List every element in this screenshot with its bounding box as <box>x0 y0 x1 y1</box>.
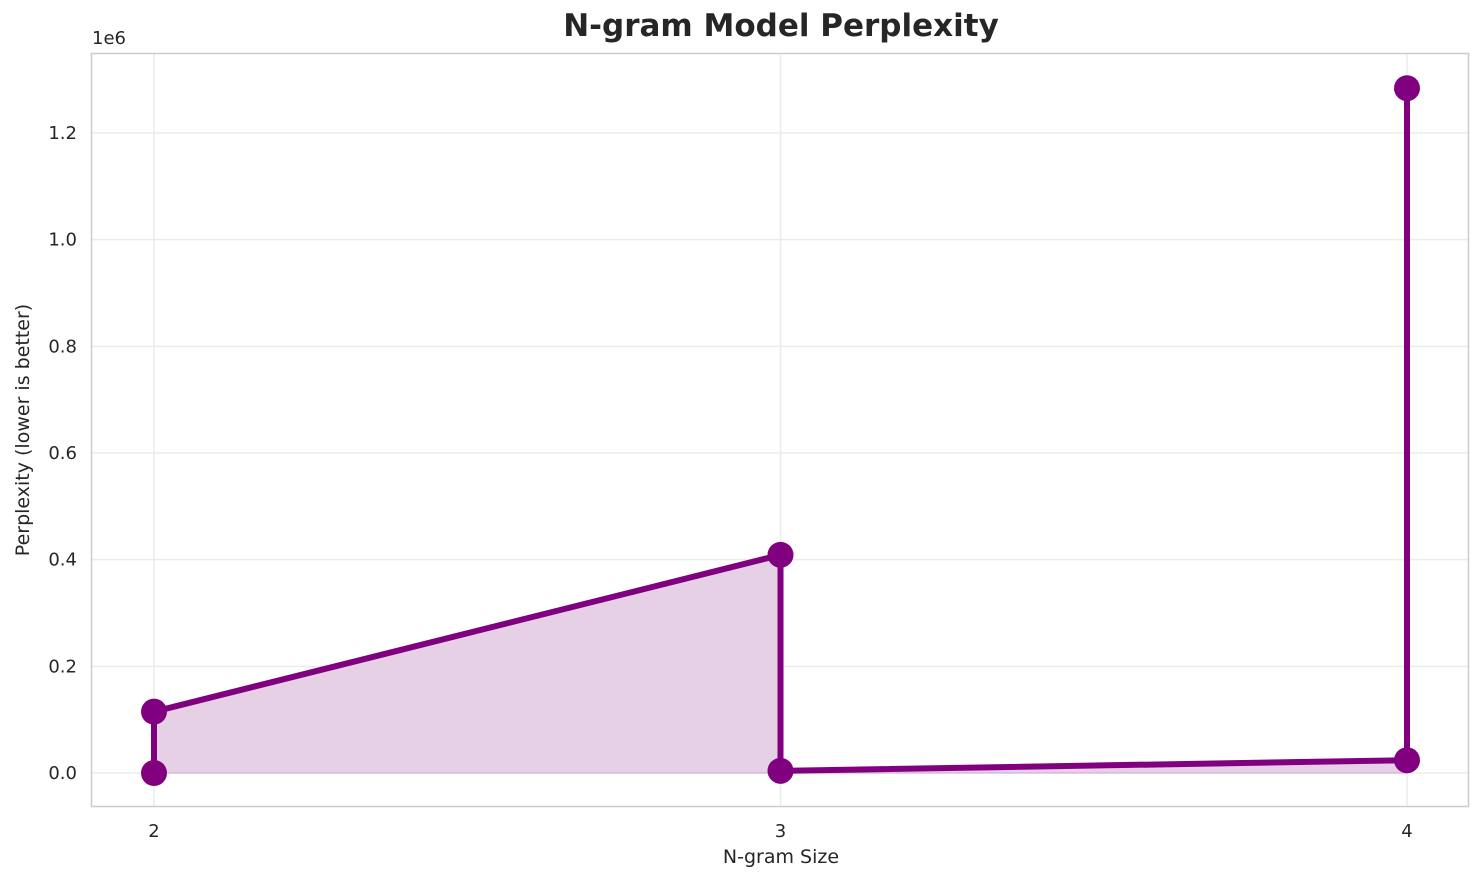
data-markers <box>141 75 1420 786</box>
x-tick-label: 2 <box>148 821 159 842</box>
y-tick-label: 0.2 <box>48 656 77 677</box>
y-tick-label: 0.0 <box>48 763 77 784</box>
y-tick-label: 0.8 <box>48 336 77 357</box>
data-point-marker <box>141 760 167 786</box>
data-point-marker <box>1394 75 1420 102</box>
y-tick-label: 0.6 <box>48 443 77 464</box>
x-axis-label: N-gram Size <box>722 846 840 868</box>
data-point-marker <box>767 541 794 568</box>
data-point-marker <box>141 698 167 725</box>
y-tick-label: 1.2 <box>48 123 77 144</box>
y-tick-label: 0.4 <box>48 550 77 571</box>
data-point-marker <box>1394 747 1420 774</box>
chart-title: N-gram Model Perplexity <box>563 8 999 44</box>
x-tick-label: 3 <box>775 821 786 842</box>
y-tick-label: 1.0 <box>48 230 77 251</box>
axes-frame <box>90 52 1470 808</box>
data-point-marker <box>767 757 794 784</box>
x-tick-label: 4 <box>1401 821 1412 842</box>
y-axis-offset-label: 1e6 <box>92 28 126 49</box>
axis-ticks: 0.0 0.2 0.4 0.6 0.8 1.0 1.2 2 3 4 <box>48 123 1412 842</box>
grid-lines <box>92 54 1468 806</box>
